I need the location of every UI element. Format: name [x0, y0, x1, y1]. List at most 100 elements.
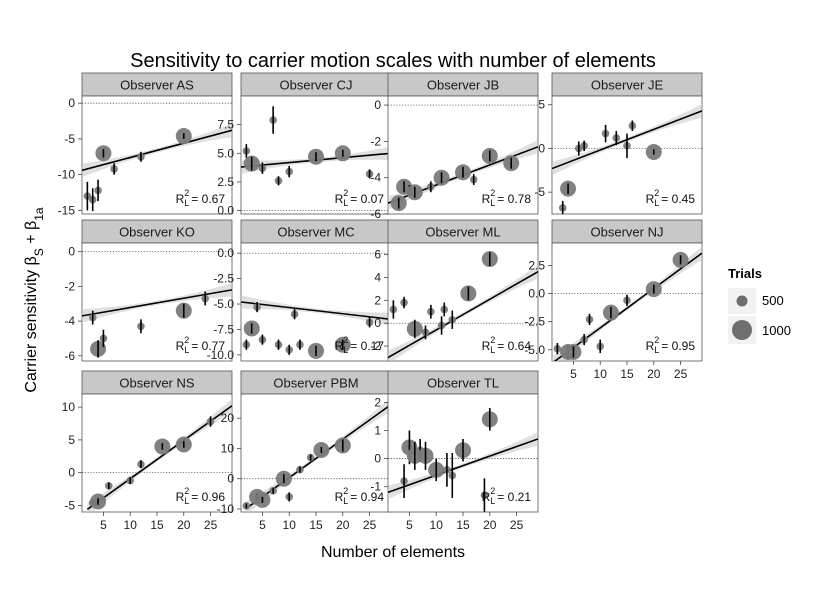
- r2-sup: 2: [654, 188, 659, 198]
- r2-sup: 2: [654, 335, 659, 345]
- r2-value: = 0.95: [661, 339, 695, 353]
- r2-r: R: [335, 490, 344, 504]
- r2-r: R: [176, 192, 185, 206]
- r2-value: = 0.96: [191, 490, 225, 504]
- y-axis-title-sub2: 1a: [32, 207, 46, 221]
- y-tick-label: -10: [58, 168, 76, 182]
- r2-r: R: [335, 339, 344, 353]
- r2-value: = 0.94: [350, 490, 384, 504]
- y-tick-label: -6: [64, 349, 75, 363]
- r2-sub: L: [490, 198, 495, 208]
- x-tick-label: 10: [594, 367, 608, 381]
- strip-label-observer-je: Observer JE: [591, 78, 664, 93]
- y-tick-label: 0: [68, 245, 75, 259]
- r2-label: RL2 = 0.21: [482, 486, 532, 506]
- r2-value: = 0.21: [497, 490, 531, 504]
- strip-label-observer-as: Observer AS: [120, 78, 194, 93]
- x-tick-label: 25: [674, 367, 688, 381]
- x-tick-label: 25: [510, 518, 524, 532]
- r2-sub: L: [343, 496, 348, 506]
- y-tick-label: 7.5: [217, 118, 234, 132]
- x-tick-label: 20: [177, 518, 191, 532]
- r2-sub: L: [343, 345, 348, 355]
- panel-plot-area: [388, 140, 538, 212]
- r2-label: RL2 = 0.64: [482, 335, 532, 355]
- y-tick-label: 4: [374, 270, 381, 284]
- x-tick-label: 10: [124, 518, 138, 532]
- panel-plot-area: [241, 295, 391, 359]
- r2-r: R: [646, 192, 655, 206]
- x-tick-label: 10: [430, 518, 444, 532]
- x-tick-label: 20: [336, 518, 350, 532]
- y-tick-label: -5: [64, 498, 75, 512]
- y-tick-label: 0: [538, 141, 545, 155]
- panel-plot-area: [552, 104, 702, 214]
- panel-plot-area: [86, 399, 232, 512]
- r2-sub: L: [184, 345, 189, 355]
- r2-value: = 0.17: [350, 339, 384, 353]
- r2-sub: L: [654, 345, 659, 355]
- y-tick-label: 0: [374, 98, 381, 112]
- y-tick-label: -4: [64, 314, 75, 328]
- y-tick-label: 5.0: [217, 146, 234, 160]
- y-tick-label: 0: [374, 452, 381, 466]
- r2-label: RL2 = 0.95: [646, 335, 696, 355]
- panel-plot-area: [82, 123, 232, 212]
- panel-observer-as: Observer AS 0 -5 -10 -15 RL2 = 0.67: [58, 72, 233, 217]
- x-tick-label: 15: [456, 518, 470, 532]
- r2-sup: 2: [490, 335, 495, 345]
- y-axis-title-plus: + β: [23, 221, 40, 248]
- r2-sub: L: [490, 496, 495, 506]
- r2-value: = 0.67: [191, 192, 225, 206]
- y-tick-label: -2: [64, 279, 75, 293]
- r2-sup: 2: [343, 188, 348, 198]
- y-tick-label: 0: [68, 96, 75, 110]
- panel-plot-area: [388, 408, 538, 512]
- panel-observer-je: Observer JE 5 0 -5 RL2 = 0.45: [534, 72, 703, 215]
- panel-plot-area: [242, 397, 391, 512]
- r2-r: R: [176, 490, 185, 504]
- x-tick-label: 25: [204, 518, 218, 532]
- r2-sup: 2: [343, 335, 348, 345]
- y-tick-label: 2: [374, 293, 381, 307]
- y-tick-label: 2.5: [217, 175, 234, 189]
- y-tick-label: 5: [538, 98, 545, 112]
- r2-value: = 0.45: [661, 192, 695, 206]
- x-tick-label: 20: [647, 367, 661, 381]
- y-tick-label: -15: [58, 203, 76, 217]
- y-tick-label: -4: [370, 171, 381, 185]
- y-tick-label: -10: [217, 502, 235, 516]
- y-axis-title-sub1: S: [32, 248, 46, 256]
- y-tick-label: 10: [62, 400, 76, 414]
- y-tick-label: 1: [374, 424, 381, 438]
- x-tick-label: 5: [406, 518, 413, 532]
- legend-marker-500: [736, 295, 748, 307]
- r2-sub: L: [343, 198, 348, 208]
- r2-label: RL2 = 0.17: [335, 335, 385, 355]
- y-tick-label: -2.5: [213, 272, 234, 286]
- x-tick-label: 15: [620, 367, 634, 381]
- y-tick-label: 20: [221, 411, 235, 425]
- strip-label-observer-tl: Observer TL: [427, 376, 499, 391]
- y-tick-label: 0.0: [217, 204, 234, 218]
- r2-r: R: [335, 192, 344, 206]
- legend-marker-1000: [732, 320, 752, 340]
- panel-observer-cj: Observer CJ 7.5 5.0 2.5 0.0 RL2 = 0.07: [217, 72, 392, 218]
- y-tick-label: 5: [68, 433, 75, 447]
- panel-plot-area: [241, 106, 391, 186]
- r2-sub: L: [490, 345, 495, 355]
- y-tick-label: -2: [370, 134, 381, 148]
- x-tick-label: 5: [570, 367, 577, 381]
- panel-plot-area: [82, 283, 232, 358]
- x-tick-label: 15: [150, 518, 164, 532]
- r2-label: RL2 = 0.96: [176, 486, 226, 506]
- y-tick-label: 0: [227, 472, 234, 486]
- y-tick-label: 0: [374, 316, 381, 330]
- r2-r: R: [482, 490, 491, 504]
- legend-label-1000: 1000: [762, 323, 791, 338]
- panel-observer-jb: Observer JB 0 -2 -4 -6 RL2 = 0.78: [370, 72, 539, 221]
- y-tick-label: -6: [370, 207, 381, 221]
